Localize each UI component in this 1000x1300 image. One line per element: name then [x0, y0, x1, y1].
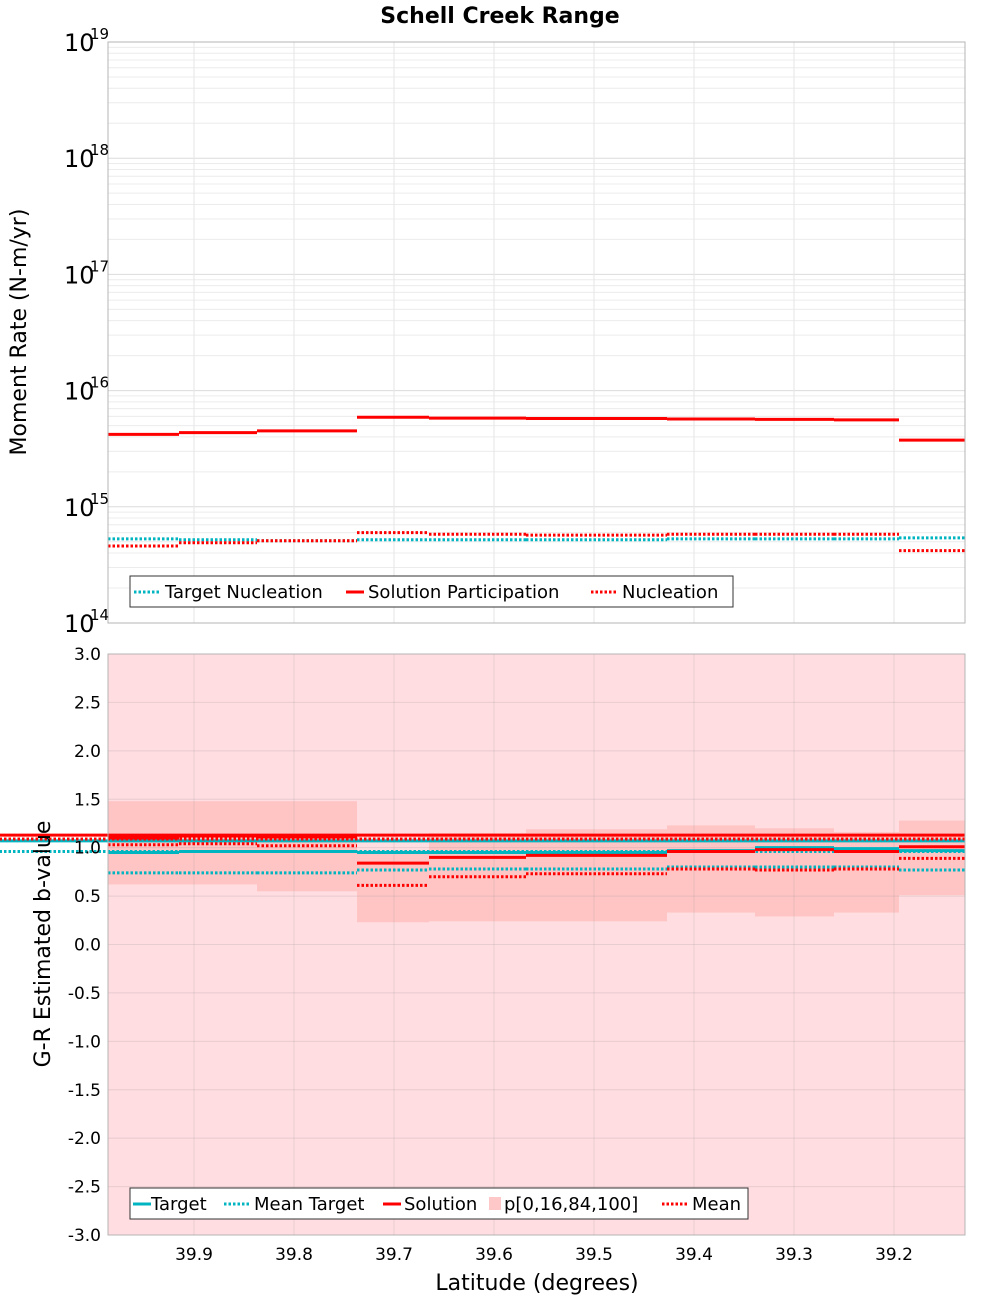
b-value-y-tick-label: 2.5: [74, 693, 101, 713]
moment-rate-y-tick-base: 10: [64, 494, 95, 522]
moment-rate-grid: [108, 42, 965, 624]
latitude-x-tick-label: 39.3: [775, 1245, 813, 1265]
moment-rate-plot-frame: [107, 41, 966, 624]
moment-rate-y-tick-base: 10: [64, 378, 95, 406]
legend-label-target: Target: [150, 1194, 207, 1215]
b-value-y-tick-label: 0.5: [74, 887, 101, 907]
percentile-16-84-band: [755, 828, 834, 917]
legend-label-solution: Solution: [404, 1194, 477, 1215]
percentile-16-84-band: [429, 833, 526, 922]
b-value-y-tick-label: -3.0: [68, 1226, 101, 1246]
x-axis-label: Latitude (degrees): [435, 1271, 638, 1296]
percentile-16-84-band: [108, 801, 179, 885]
moment-rate-series: [108, 415, 965, 553]
legend-label-percentile-band: p[0,16,84,100]: [504, 1194, 638, 1215]
moment-rate-y-tick-base: 10: [64, 261, 95, 289]
moment-rate-legend-box: [129, 575, 734, 608]
b-value-y-tick-label: 2.0: [74, 742, 101, 762]
moment-rate-y-tick-exponent: 17: [90, 257, 109, 275]
percentile-16-84-band: [179, 801, 257, 885]
moment-rate-y-tick-exponent: 14: [90, 606, 109, 624]
moment-rate-y-tick-base: 10: [64, 610, 95, 638]
moment-rate-y-tick-base: 10: [64, 29, 95, 57]
moment-rate-legend: Target Nucleation Solution Participation…: [129, 575, 734, 608]
latitude-x-tick-label: 39.5: [575, 1245, 613, 1265]
b-value-y-tick-label: 1.5: [74, 790, 101, 810]
latitude-x-tick-label: 39.6: [475, 1245, 513, 1265]
b-value-y-axis-label: G-R Estimated b-value: [31, 821, 56, 1068]
b-value-legend: Target Mean Target Solution p[0,16,84,10…: [129, 1187, 749, 1220]
legend-label-nucleation: Nucleation: [622, 582, 718, 603]
legend-swatch-percentile-band: [489, 1197, 501, 1210]
b-value-y-tick-label: -1.0: [68, 1032, 101, 1052]
chart-title: Schell Creek Range: [380, 4, 619, 29]
b-value-y-tick-label: -2.0: [68, 1129, 101, 1149]
percentile-16-84-band: [526, 829, 667, 922]
b-value-series: [0, 833, 965, 887]
moment-rate-y-tick-exponent: 15: [90, 490, 109, 508]
moment-rate-y-axis-label: Moment Rate (N-m/yr): [7, 209, 32, 456]
b-value-plot-frame: [107, 653, 966, 1236]
b-value-y-tick-label: 1.0: [74, 839, 101, 859]
b-value-y-tick-label: -2.5: [68, 1178, 101, 1198]
legend-label-mean: Mean: [692, 1194, 741, 1215]
moment-rate-plot-area: [108, 42, 965, 623]
b-value-y-tick-label: 3.0: [74, 645, 101, 665]
latitude-x-tick-label: 39.2: [875, 1245, 913, 1265]
percentile-16-84-band: [834, 832, 899, 913]
moment-rate-y-tick-exponent: 18: [90, 141, 109, 159]
moment-rate-y-tick-exponent: 19: [90, 25, 109, 43]
latitude-x-tick-label: 39.7: [375, 1245, 413, 1265]
moment-rate-y-tick-exponent: 16: [90, 374, 109, 392]
moment-rate-y-tick-base: 10: [64, 145, 95, 173]
legend-label-target-nucleation: Target Nucleation: [164, 582, 323, 603]
latitude-x-ticks: 39.9 39.8 39.7 39.6 39.5 39.4 39.3 39.2: [175, 1245, 913, 1265]
latitude-x-tick-label: 39.9: [175, 1245, 213, 1265]
b-value-y-ticks: 3.0 2.5 2.0 1.5 1.0 0.5 0.0 -0.5 -1.0 -1.5 -2.0 -2.…: [68, 645, 101, 1246]
b-value-percentile-bands: [108, 654, 965, 1235]
latitude-x-tick-label: 39.4: [675, 1245, 713, 1265]
legend-label-solution-participation: Solution Participation: [368, 582, 559, 603]
b-value-y-tick-label: -1.5: [68, 1081, 101, 1101]
latitude-x-tick-label: 39.8: [275, 1245, 313, 1265]
legend-label-mean-target: Mean Target: [254, 1194, 364, 1215]
b-value-panel: 3.0 2.5 2.0 1.5 1.0 0.5 0.0 -0.5 -1.0 -1.5 -2.0 -2.…: [0, 645, 966, 1296]
b-value-y-tick-label: 0.0: [74, 936, 101, 956]
percentile-0-100-band: [108, 654, 965, 1235]
b-value-y-tick-label: -0.5: [68, 984, 101, 1004]
